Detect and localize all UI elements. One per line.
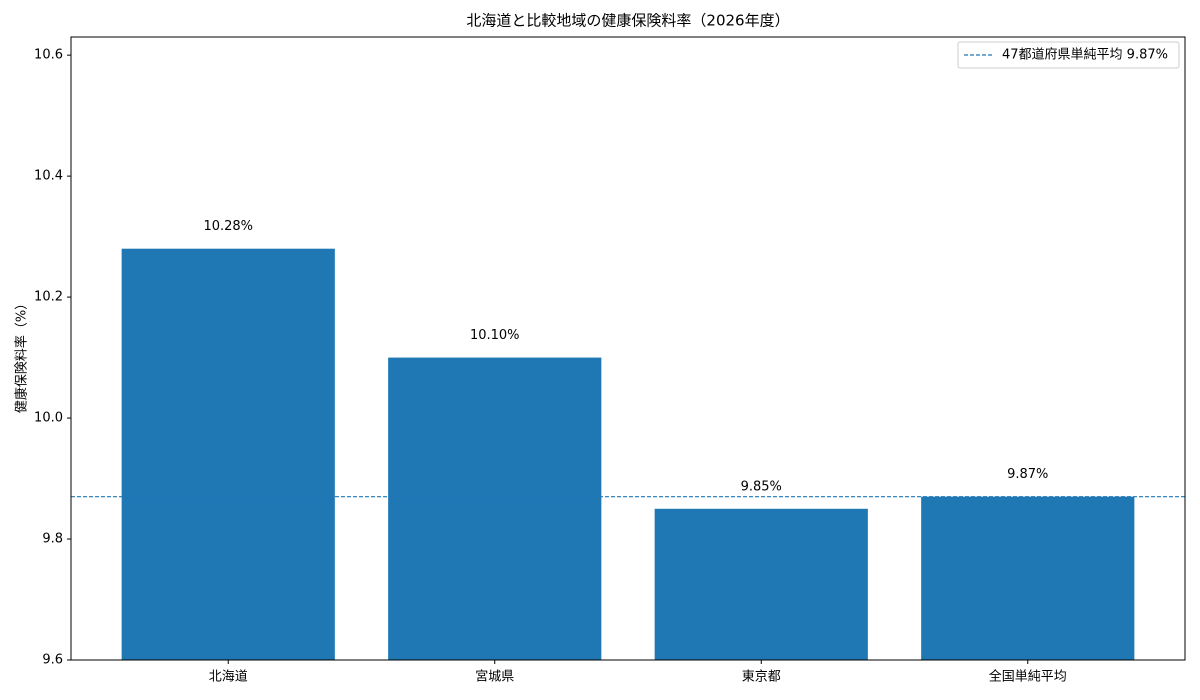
y-tick-label: 10.2 bbox=[34, 290, 63, 305]
y-tick-label: 10.6 bbox=[34, 48, 63, 63]
value-label: 9.85% bbox=[741, 479, 782, 494]
x-tick-label: 全国単純平均 bbox=[989, 669, 1067, 685]
x-tick-label: 北海道 bbox=[209, 670, 248, 685]
bar bbox=[121, 248, 335, 660]
y-tick-label: 10.4 bbox=[34, 169, 63, 184]
y-axis-label: 健康保険料率（%） bbox=[14, 297, 30, 413]
axes-frame bbox=[70, 36, 1186, 661]
chart-title: 北海道と比較地域の健康保険料率（2026年度） bbox=[466, 12, 789, 30]
legend-label: 47都道府県単純平均 9.87% bbox=[1002, 47, 1168, 63]
y-tick-label: 9.6 bbox=[42, 653, 63, 668]
y-tick-label: 9.8 bbox=[42, 532, 63, 547]
legend-box bbox=[957, 41, 1180, 69]
x-tick-label: 東京都 bbox=[742, 669, 781, 685]
y-tick-label: 10.0 bbox=[34, 411, 63, 426]
bar bbox=[654, 508, 868, 660]
value-label: 9.87% bbox=[1007, 467, 1048, 482]
bar bbox=[388, 357, 602, 660]
value-label: 10.10% bbox=[470, 328, 520, 343]
bar bbox=[921, 496, 1135, 660]
value-label: 10.28% bbox=[203, 219, 253, 234]
x-tick-label: 宮城県 bbox=[475, 669, 514, 685]
